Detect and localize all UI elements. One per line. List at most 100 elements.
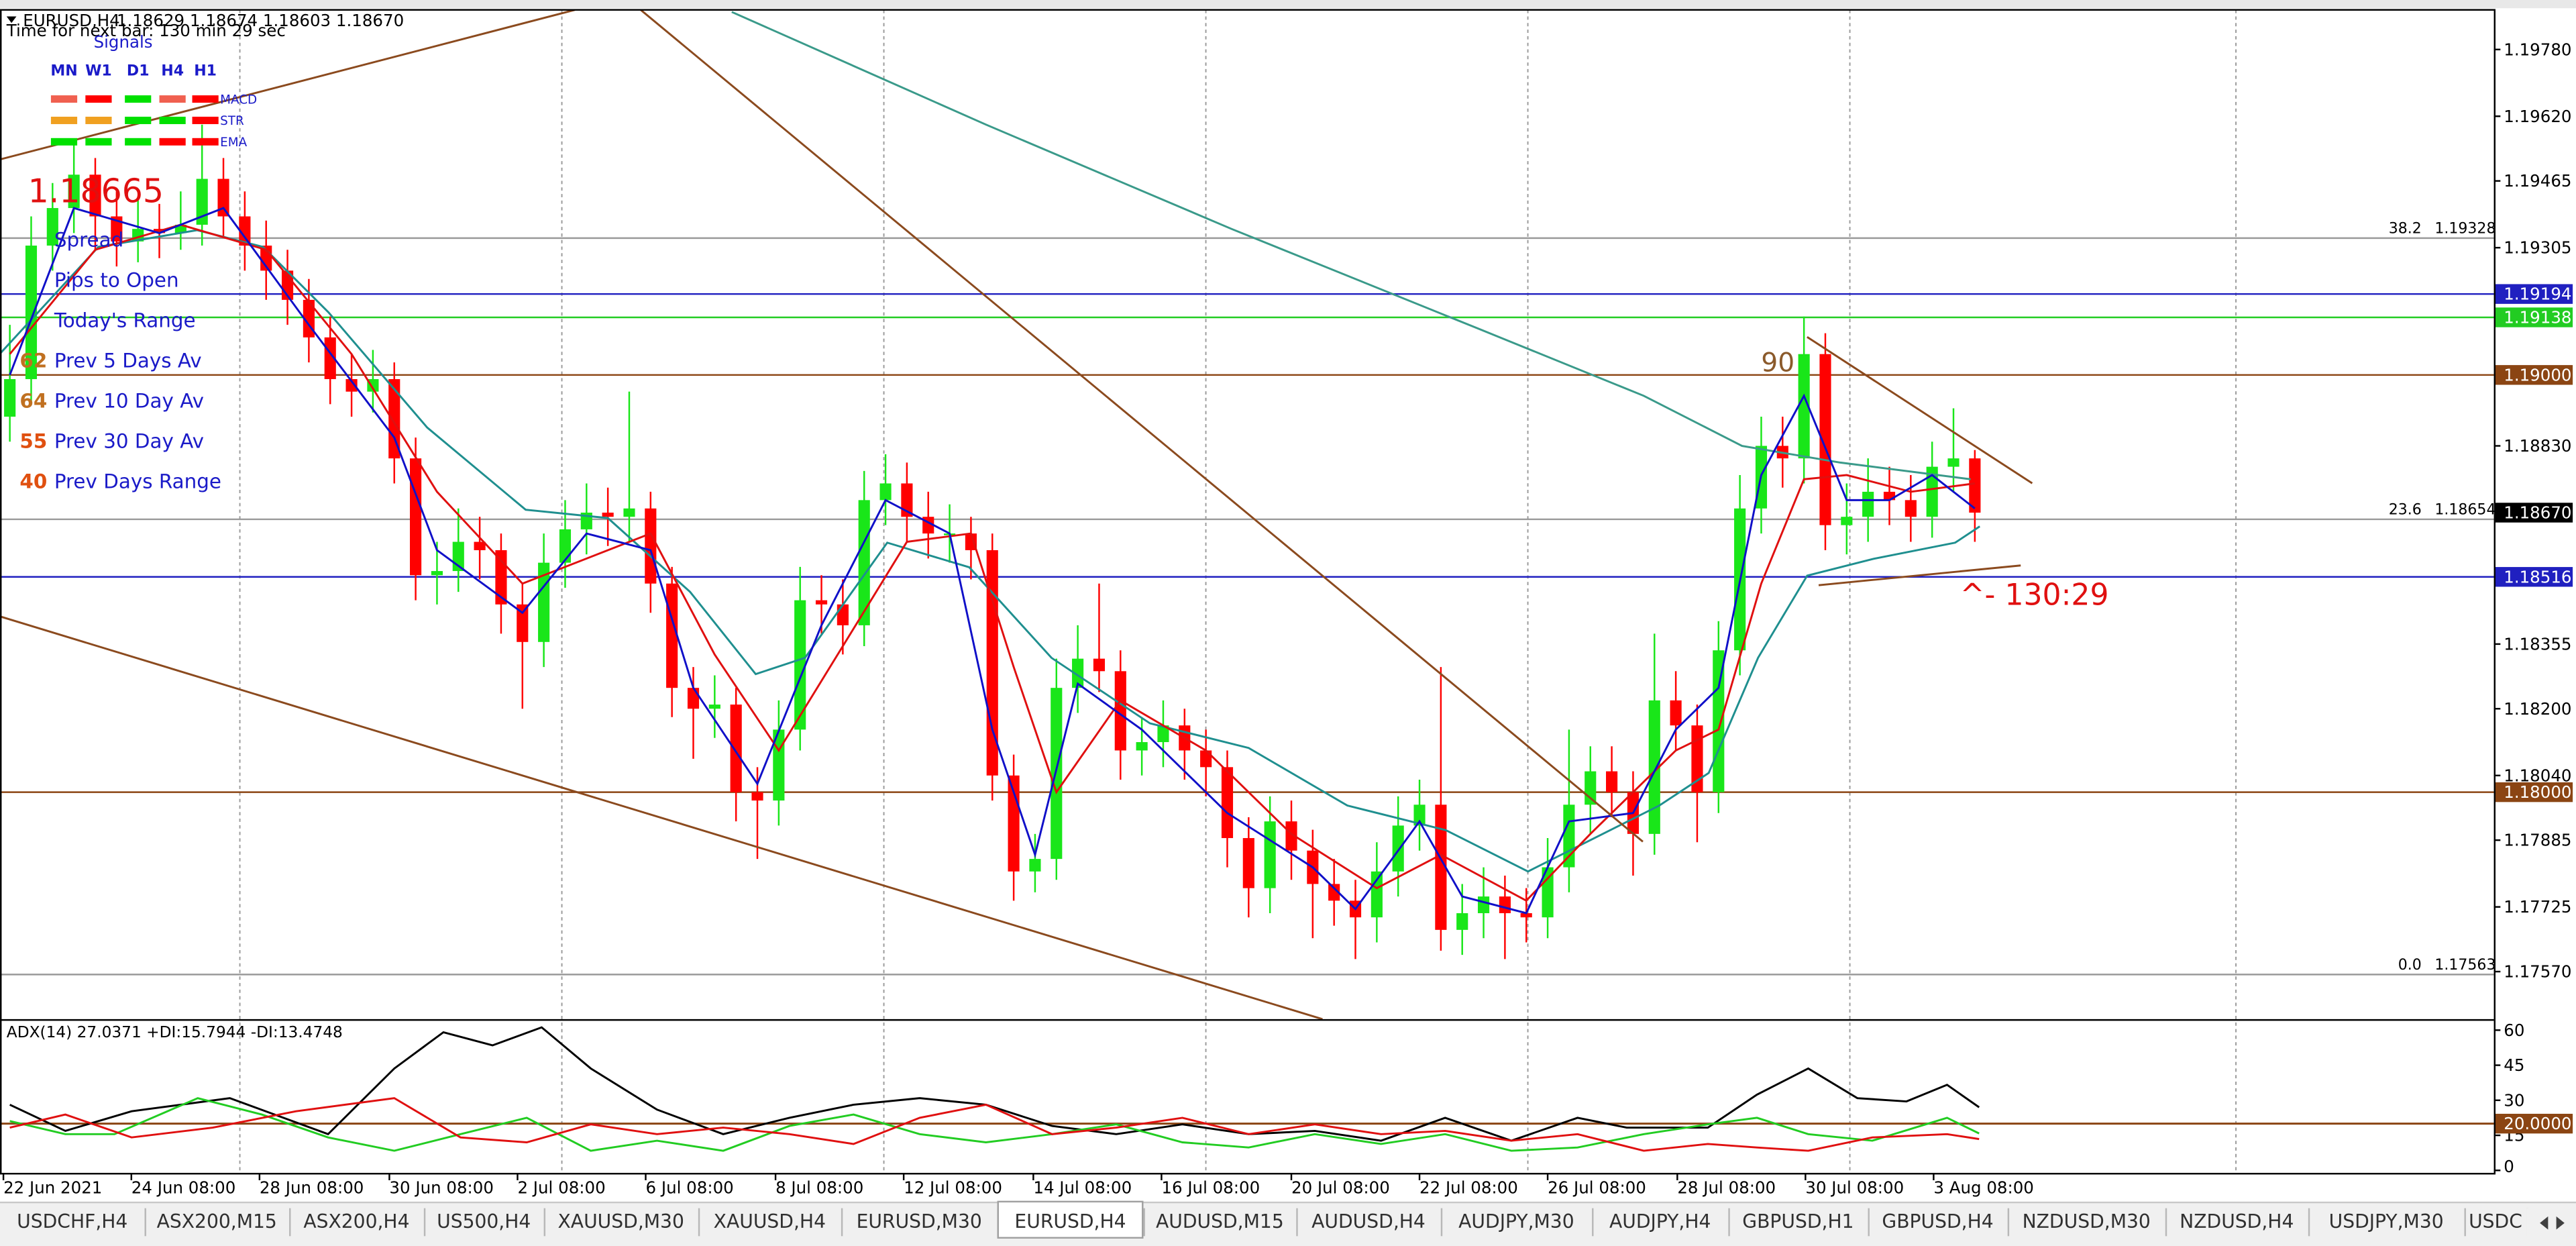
tab[interactable]: USDCHF,H4 <box>17 1210 127 1233</box>
candle-body <box>89 174 101 217</box>
fib-price: 1.19328 <box>2434 220 2496 237</box>
candle-body <box>1542 867 1554 918</box>
candle-body <box>879 483 892 501</box>
tab[interactable]: EURUSD,H4 <box>1014 1210 1126 1233</box>
tab[interactable]: AUDUSD,H4 <box>1311 1210 1426 1233</box>
tab[interactable]: US500,H4 <box>437 1210 531 1233</box>
tab[interactable]: GBPUSD,H4 <box>1882 1210 1993 1233</box>
x-tick-label: 2 Jul 08:00 <box>517 1178 605 1198</box>
indicator-line <box>9 1097 1980 1152</box>
tab[interactable]: XAUUSD,H4 <box>714 1210 826 1233</box>
tab[interactable]: AUDJPY,H4 <box>1609 1210 1711 1233</box>
candle-body <box>1520 913 1532 918</box>
candle-body <box>1029 859 1041 872</box>
y-tick-label: 1.18830 <box>2504 436 2571 456</box>
tab[interactable]: USDJPY,M30 <box>2329 1210 2444 1233</box>
candle-body <box>1969 458 1981 513</box>
timeframe: H1 <box>194 63 217 80</box>
signal-dash <box>192 116 219 124</box>
level-label: 1.19000 <box>2504 365 2571 384</box>
candle-body <box>1862 491 1874 517</box>
candle-body <box>111 216 123 242</box>
toolbar-edge <box>0 0 2576 9</box>
candle-body <box>1413 804 1426 826</box>
y-tick-label: 1.17885 <box>2504 831 2571 850</box>
tab[interactable]: GBPUSD,H1 <box>1742 1210 1854 1233</box>
candle-body <box>410 458 422 576</box>
x-tick-label: 22 Jul 08:00 <box>1419 1178 1518 1198</box>
signal-dash <box>50 138 78 146</box>
stat-label: Prev 30 Day Av <box>54 430 204 453</box>
candle-body <box>1072 658 1084 688</box>
candle-body <box>431 571 443 576</box>
x-tick-label: 6 Jul 08:00 <box>646 1178 734 1198</box>
candle-body <box>858 500 870 625</box>
tab[interactable]: AUDJPY,M30 <box>1458 1210 1574 1233</box>
tab[interactable]: XAUUSD,M30 <box>558 1210 684 1233</box>
menu-triangle[interactable] <box>6 16 17 23</box>
indicator-line <box>731 11 1971 480</box>
candle-body <box>965 533 977 550</box>
candle-body <box>623 508 635 517</box>
level-label: 1.18000 <box>2504 782 2571 802</box>
candle-body <box>1585 771 1597 805</box>
scroll-right[interactable] <box>2556 1216 2565 1230</box>
y-tick-label: 1.18355 <box>2504 634 2571 654</box>
stat-label: Prev 5 Days Av <box>54 350 202 372</box>
candle-body <box>517 604 529 642</box>
tab[interactable]: AUDUSD,M15 <box>1156 1210 1284 1233</box>
tab[interactable]: ASX200,H4 <box>303 1210 409 1233</box>
trendlines <box>0 9 2033 1019</box>
x-tick-label: 14 Jul 08:00 <box>1033 1178 1132 1198</box>
y-tick-label: 1.19620 <box>2504 107 2571 126</box>
signal-dash <box>125 138 152 146</box>
tab-bar <box>0 1201 2576 1246</box>
tab[interactable]: ASX200,M15 <box>157 1210 277 1233</box>
tab-scroll <box>2526 1208 2573 1238</box>
level-label: 1.18516 <box>2504 567 2571 586</box>
candle-body <box>1670 700 1682 726</box>
tab[interactable]: EURUSD,M30 <box>857 1210 982 1233</box>
level-label: 1.19194 <box>2504 284 2571 304</box>
timeframe: D1 <box>127 63 150 80</box>
candle-body <box>751 792 763 801</box>
tab[interactable]: NZDUSD,M30 <box>2023 1210 2151 1233</box>
candle-body <box>1798 354 1810 459</box>
candle-body <box>1606 771 1618 792</box>
x-tick-label: 30 Jul 08:00 <box>1805 1178 1904 1198</box>
level-label: 1.19138 <box>2504 308 2571 327</box>
x-tick-label: 22 Jun 2021 <box>3 1178 102 1198</box>
candle-body <box>815 600 828 605</box>
x-tick-label: 12 Jul 08:00 <box>904 1178 1002 1198</box>
y-tick-label: 45 <box>2504 1055 2524 1075</box>
candle-body <box>559 529 572 563</box>
candle-body <box>239 216 251 246</box>
scroll-left[interactable] <box>2540 1216 2548 1230</box>
y-tick-label: 60 <box>2504 1021 2524 1040</box>
fib-price: 1.17563 <box>2434 957 2496 974</box>
candle-body <box>1819 354 1831 525</box>
signal-label: EMA <box>220 136 247 150</box>
stat-value: 64 <box>19 390 47 413</box>
candle-body <box>794 600 806 730</box>
candle-body <box>1499 896 1511 913</box>
candle-body <box>901 483 913 517</box>
x-tick-label: 28 Jun 08:00 <box>260 1178 364 1198</box>
price: 1.18665 <box>28 172 164 210</box>
tab[interactable]: NZDUSD,H4 <box>2180 1210 2294 1233</box>
candle-body <box>1221 767 1234 839</box>
candle-body <box>1328 884 1340 901</box>
candle-body <box>217 178 229 217</box>
frames <box>0 9 2496 1175</box>
candle-body <box>687 688 700 709</box>
adx-panel <box>0 1026 2494 1152</box>
tab[interactable]: USDC <box>2469 1210 2522 1233</box>
candle-body <box>1477 896 1490 913</box>
candle-body <box>1926 466 1938 517</box>
candle-body <box>46 208 58 246</box>
indicator-line <box>9 1097 1980 1152</box>
annotation: 90 <box>1761 348 1794 378</box>
candle-body <box>68 174 80 209</box>
